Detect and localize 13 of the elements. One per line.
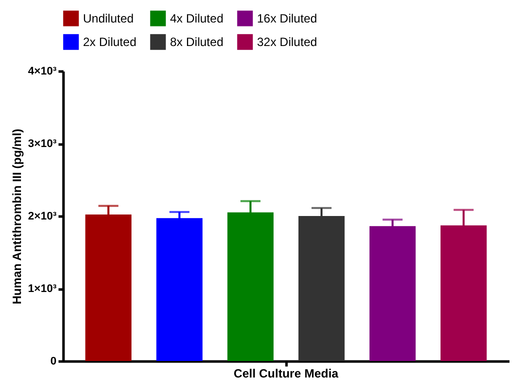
y-tick-label: 2×10³ xyxy=(28,210,57,222)
y-tick-label: 0 xyxy=(50,356,56,368)
legend-label: 32x Diluted xyxy=(257,35,318,49)
legend-label: 16x Diluted xyxy=(257,11,318,26)
legend-label: 4x Diluted xyxy=(170,11,224,26)
legend-label: 2x Diluted xyxy=(83,35,136,49)
y-axis-title: Human Antithrombin III (pg/ml) xyxy=(10,128,24,304)
legend-label: Undiluted xyxy=(83,11,134,26)
y-tick-label: 4×10³ xyxy=(28,66,57,78)
x-tick-label: Cell Culture Media xyxy=(234,366,339,380)
y-tick-label: 3×10³ xyxy=(28,138,57,150)
legend-label: 8x Diluted xyxy=(170,35,224,49)
y-tick-label: 1×10³ xyxy=(28,283,57,295)
